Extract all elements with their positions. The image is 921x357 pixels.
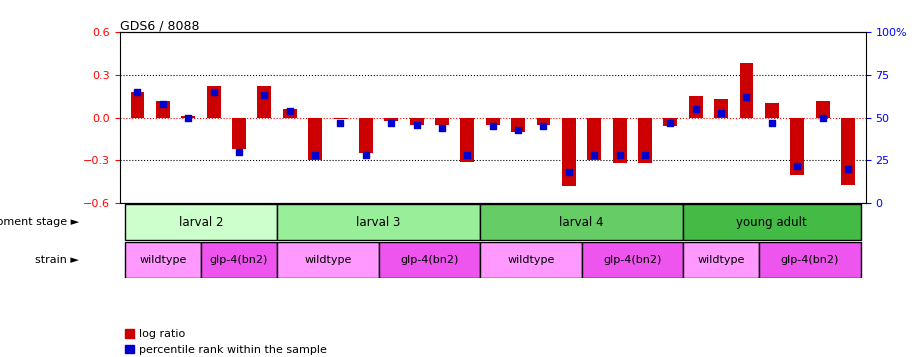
Bar (480, 204, 683, 240)
Point (435, 125, 449, 131)
Point (663, 120, 678, 126)
Bar (689, 96, 703, 118)
Bar (790, 118, 804, 175)
Text: wildtype: wildtype (697, 255, 745, 265)
Point (714, 110, 729, 115)
Text: glp-4(bn2): glp-4(bn2) (210, 255, 268, 265)
Legend: log ratio, percentile rank within the sample: log ratio, percentile rank within the sa… (125, 329, 326, 355)
Bar (683, 242, 759, 278)
Bar (663, 118, 677, 126)
Bar (588, 118, 601, 160)
Bar (201, 242, 277, 278)
Text: strain ►: strain ► (35, 255, 78, 265)
Bar (283, 109, 297, 118)
Bar (277, 242, 379, 278)
Bar (485, 118, 500, 125)
Text: glp-4(bn2): glp-4(bn2) (781, 255, 839, 265)
Bar (125, 242, 201, 278)
Bar (309, 118, 322, 160)
Bar (511, 118, 525, 132)
Point (257, 92, 272, 98)
Point (181, 115, 195, 121)
Point (790, 163, 805, 169)
Point (740, 94, 754, 100)
Point (562, 170, 577, 175)
Point (688, 106, 703, 112)
Bar (537, 118, 551, 125)
Point (206, 89, 221, 95)
Point (587, 152, 601, 158)
Bar (359, 118, 373, 153)
Bar (379, 242, 480, 278)
Point (409, 122, 424, 127)
Bar (638, 118, 652, 163)
Bar (435, 118, 449, 125)
Bar (740, 64, 753, 118)
Point (231, 149, 246, 155)
Bar (841, 118, 855, 185)
Point (536, 124, 551, 129)
Point (460, 152, 474, 158)
Point (130, 89, 145, 95)
Point (333, 120, 348, 126)
Bar (257, 86, 272, 118)
Point (358, 152, 373, 158)
Point (156, 101, 170, 107)
Bar (232, 118, 246, 149)
Text: wildtype: wildtype (139, 255, 187, 265)
Text: larval 4: larval 4 (559, 216, 604, 228)
Point (815, 115, 830, 121)
Point (612, 152, 627, 158)
Text: young adult: young adult (737, 216, 807, 228)
Bar (206, 86, 221, 118)
Bar (131, 92, 145, 118)
Text: larval 2: larval 2 (179, 216, 223, 228)
Bar (181, 116, 195, 118)
Bar (714, 99, 729, 118)
Text: larval 3: larval 3 (356, 216, 401, 228)
Bar (764, 104, 779, 118)
Point (308, 152, 322, 158)
Text: glp-4(bn2): glp-4(bn2) (603, 255, 661, 265)
Point (841, 166, 856, 172)
Bar (156, 101, 169, 118)
Bar (612, 118, 626, 163)
Bar (460, 118, 474, 162)
Point (283, 108, 297, 114)
Text: development stage ►: development stage ► (0, 217, 78, 227)
Bar (581, 242, 683, 278)
Bar (333, 118, 347, 119)
Point (511, 127, 526, 132)
Text: wildtype: wildtype (507, 255, 554, 265)
Bar (816, 101, 830, 118)
Point (384, 120, 399, 126)
Bar (480, 242, 581, 278)
Text: glp-4(bn2): glp-4(bn2) (400, 255, 459, 265)
Bar (277, 204, 480, 240)
Text: wildtype: wildtype (304, 255, 352, 265)
Text: GDS6 / 8088: GDS6 / 8088 (120, 19, 199, 32)
Bar (562, 118, 576, 186)
Point (764, 120, 779, 126)
Bar (410, 118, 424, 125)
Point (637, 152, 652, 158)
Bar (759, 242, 860, 278)
Point (485, 124, 500, 129)
Bar (683, 204, 860, 240)
Bar (125, 204, 277, 240)
Bar (384, 118, 398, 121)
